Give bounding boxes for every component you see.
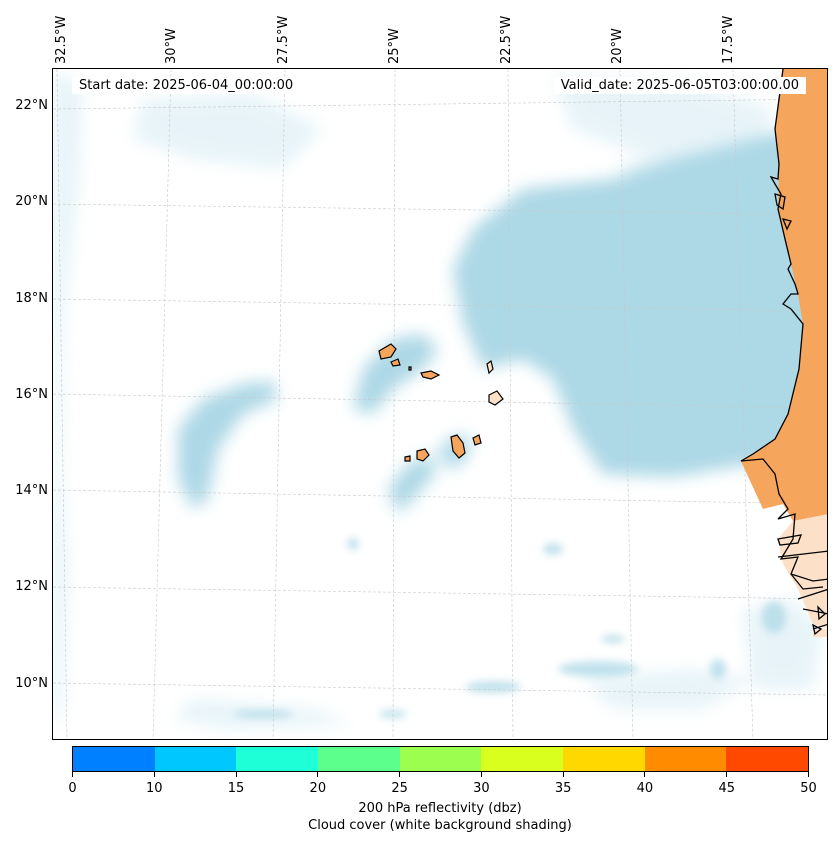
lat-label-18n: 18°N <box>15 291 48 306</box>
colorbar-tick-mark <box>399 772 401 777</box>
map-panel[interactable]: Start date: 2025-06-04_00:00:00 Valid_da… <box>52 68 828 740</box>
colorbar-segment-0 <box>73 747 155 771</box>
island-sal <box>486 359 494 375</box>
island-sao-nicolau <box>420 370 441 380</box>
colorbar <box>72 746 809 772</box>
colorbar-segment-7 <box>644 747 727 771</box>
colorbar-segment-6 <box>563 747 645 771</box>
coastline <box>740 69 827 636</box>
colorbar-tick-mark <box>480 772 482 777</box>
cloud-cover-layer <box>178 129 827 514</box>
lat-label-22n: 22°N <box>15 98 48 113</box>
start-date-label: Start date: 2025-06-04_00:00:00 <box>72 77 301 94</box>
island-santo-antao <box>378 343 397 360</box>
lon-label-17-5w: 17.5°W <box>721 15 736 64</box>
colorbar-tick-mark <box>317 772 319 777</box>
lon-label-32-5w: 32.5°W <box>54 15 69 64</box>
colorbar-tick-label: 15 <box>227 781 245 796</box>
island-ilheu <box>408 366 412 371</box>
island-maio <box>472 434 482 446</box>
lon-label-22-5w: 22.5°W <box>499 15 514 64</box>
colorbar-tick-mark <box>72 772 73 777</box>
island-brava <box>404 455 411 462</box>
island-santiago <box>450 434 466 459</box>
colorbar-segment-1 <box>154 747 237 771</box>
colorbar-tick-label: 0 <box>68 781 77 796</box>
colorbar-segment-4 <box>399 747 482 771</box>
colorbar-tick-label: 50 <box>800 781 817 796</box>
graticule <box>53 69 827 739</box>
island-fogo <box>416 448 430 462</box>
island-sao-vicente <box>390 358 401 367</box>
colorbar-tick-mark <box>153 772 155 777</box>
colorbar-segment-2 <box>236 747 319 771</box>
colorbar-tick-label: 20 <box>309 781 327 796</box>
lon-label-25w: 25°W <box>387 28 402 64</box>
colorbar-tick-mark <box>726 772 728 777</box>
colorbar-tick-label: 10 <box>145 781 163 796</box>
colorbar-segment-8 <box>726 747 809 771</box>
colorbar-tick-label: 40 <box>636 781 654 796</box>
colorbar-tick-label: 45 <box>718 781 735 796</box>
colorbar-tick-mark <box>562 772 564 777</box>
island-boa-vista <box>488 390 504 406</box>
colorbar-subtitle: Cloud cover (white background shading) <box>308 818 572 833</box>
map-canvas <box>53 69 827 739</box>
lat-label-10n: 10°N <box>15 676 48 691</box>
colorbar-segment-3 <box>318 747 400 771</box>
lat-label-16n: 16°N <box>15 387 48 402</box>
cloud-patches-layer <box>233 538 786 718</box>
lat-label-20n: 20°N <box>15 194 48 209</box>
lon-label-20w: 20°W <box>610 28 625 64</box>
valid-date-label: Valid_date: 2025-06-05T03:00:00.00 <box>553 77 806 94</box>
colorbar-tick-label: 25 <box>391 781 408 796</box>
colorbar-tick-mark <box>644 772 646 777</box>
colorbar-title: 200 hPa reflectivity (dbz) <box>358 801 522 816</box>
colorbar-tick-mark <box>808 772 809 777</box>
colorbar-tick-label: 30 <box>473 781 490 796</box>
lat-label-14n: 14°N <box>15 483 48 498</box>
lon-label-27-5w: 27.5°W <box>276 15 291 64</box>
colorbar-tick-mark <box>235 772 237 777</box>
lat-label-12n: 12°N <box>15 579 48 594</box>
colorbar-tick-label: 35 <box>554 781 572 796</box>
lon-label-30w: 30°W <box>164 28 179 64</box>
colorbar-segment-5 <box>481 747 564 771</box>
cape-verde-islands <box>378 343 504 462</box>
